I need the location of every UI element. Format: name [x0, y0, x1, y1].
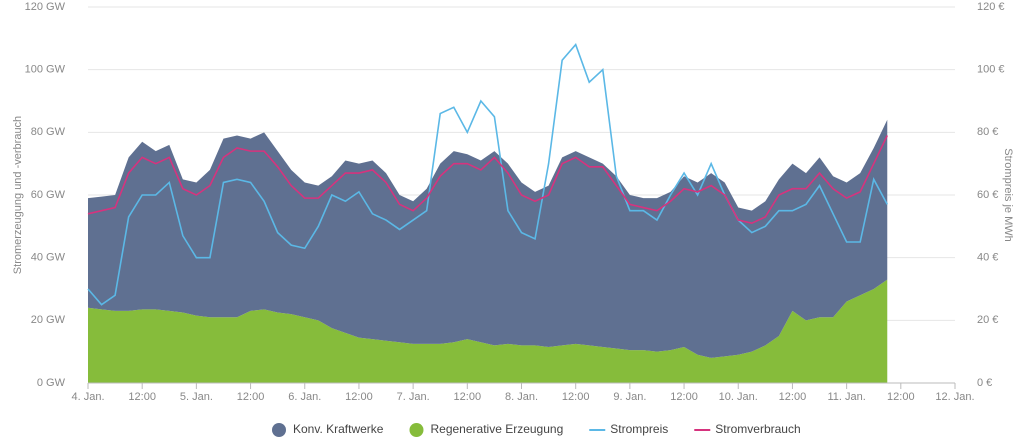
y-tick-label: 100 GW: [25, 64, 66, 76]
x-tick-label: 6. Jan.: [288, 391, 321, 403]
x-tick-label: 5. Jan.: [180, 391, 213, 403]
x-tick-label: 12:00: [237, 391, 265, 403]
x-tick-label: 4. Jan.: [71, 391, 104, 403]
legend-swatch: [409, 423, 424, 437]
x-tick-label: 9. Jan.: [613, 391, 646, 403]
y2-tick-label: 100 €: [977, 64, 1005, 76]
legend-label: Regenerative Erzeugung: [430, 422, 563, 436]
legend-label: Stromverbrauch: [715, 422, 800, 436]
x-tick-label: 12:00: [779, 391, 807, 403]
y-tick-label: 80 GW: [31, 126, 66, 138]
line: [87, 135, 888, 225]
x-tick-label: 10. Jan.: [719, 391, 758, 403]
x-tick-label: 12:00: [128, 391, 156, 403]
y-tick-label: 20 GW: [31, 314, 66, 326]
x-tick-label: 12:00: [454, 391, 482, 403]
y2-tick-label: 40 €: [977, 252, 998, 264]
y2-tick-label: 20 €: [977, 314, 998, 326]
x-tick-label: 12:00: [887, 391, 915, 403]
y-tick-label: 120 GW: [25, 1, 66, 13]
x-tick-label: 8. Jan.: [505, 391, 538, 403]
y2-tick-label: 80 €: [977, 126, 998, 138]
legend-swatch: [272, 423, 286, 437]
legend-label: Strompreis: [610, 422, 668, 436]
y-axis-label: Stromerzeugung und -verbrauch: [12, 116, 24, 274]
x-tick-label: 12. Jan.: [935, 391, 974, 403]
area: [88, 279, 888, 383]
legend: Konv. Kraftwerke Regenerative Erzeugung St…: [272, 422, 801, 437]
x-tick-label: 11. Jan.: [827, 391, 865, 403]
y2-axis-label: Strompreis je MWh: [1002, 148, 1014, 242]
x-tick-label: 7. Jan.: [397, 391, 430, 403]
y2-tick-label: 60 €: [977, 189, 998, 201]
x-tick-label: 12:00: [670, 391, 698, 403]
y2-tick-label: 0 €: [977, 377, 992, 389]
y-tick-label: 40 GW: [31, 252, 66, 264]
y-tick-label: 0 GW: [37, 377, 66, 389]
line: [87, 43, 888, 306]
y2-tick-label: 120 €: [977, 1, 1005, 13]
legend-label: Konv. Kraftwerke: [293, 422, 384, 436]
x-tick-label: 12:00: [562, 391, 590, 403]
x-tick-label: 12:00: [345, 391, 373, 403]
y-tick-label: 60 GW: [31, 189, 66, 201]
